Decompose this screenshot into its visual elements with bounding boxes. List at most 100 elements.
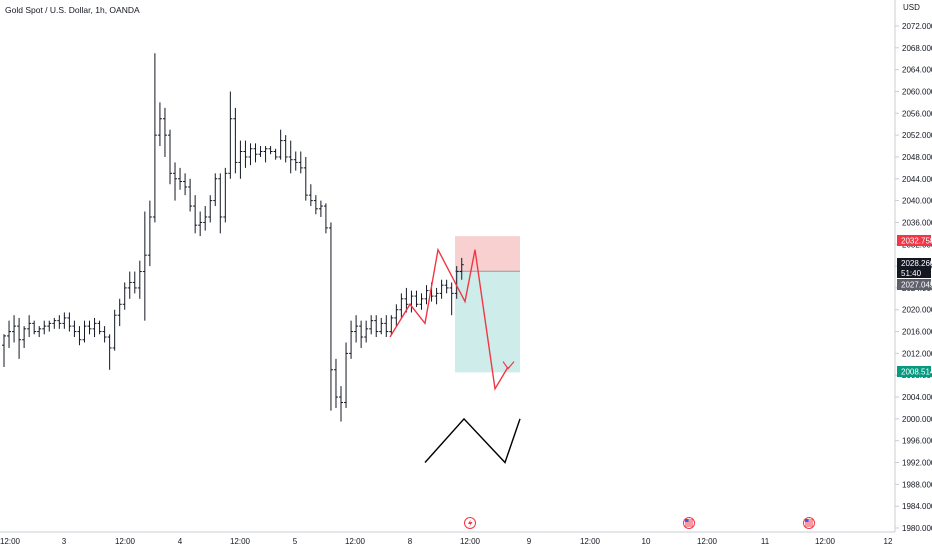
candle-bar[interactable] bbox=[243, 140, 248, 168]
us-flag-event-icon[interactable] bbox=[803, 517, 815, 529]
candle-bar[interactable] bbox=[173, 162, 178, 201]
candle-bar[interactable] bbox=[283, 135, 288, 163]
candle-bar[interactable] bbox=[117, 298, 122, 327]
candle-bar[interactable] bbox=[404, 287, 409, 313]
candle-bar[interactable] bbox=[414, 290, 419, 308]
candle-bar[interactable] bbox=[258, 146, 263, 157]
candle-bar[interactable] bbox=[47, 320, 52, 332]
candle-bar[interactable] bbox=[218, 173, 223, 234]
candle-bar[interactable] bbox=[82, 320, 87, 343]
candle-bar[interactable] bbox=[328, 222, 333, 411]
candle-bar[interactable] bbox=[188, 178, 193, 212]
candle-bar[interactable] bbox=[178, 167, 183, 190]
candle-bar[interactable] bbox=[228, 91, 233, 179]
candle-bar[interactable] bbox=[233, 107, 238, 174]
candle-bar[interactable] bbox=[434, 287, 439, 305]
candle-bar[interactable] bbox=[454, 266, 459, 299]
position-zones[interactable] bbox=[455, 236, 520, 373]
candle-bar[interactable] bbox=[147, 200, 152, 267]
candle-bar[interactable] bbox=[22, 326, 27, 348]
candle-bar[interactable] bbox=[449, 282, 454, 316]
candle-bar[interactable] bbox=[132, 271, 137, 294]
candle-bar[interactable] bbox=[213, 173, 218, 207]
candle-bar[interactable] bbox=[273, 148, 278, 160]
candle-bar[interactable] bbox=[253, 143, 258, 163]
candle-bar[interactable] bbox=[268, 146, 273, 155]
candle-bar[interactable] bbox=[37, 326, 42, 338]
candle-bar[interactable] bbox=[203, 206, 208, 231]
candle-bar[interactable] bbox=[167, 129, 172, 185]
candle-bar[interactable] bbox=[32, 320, 37, 335]
candle-bar[interactable] bbox=[152, 53, 157, 223]
candle-bar[interactable] bbox=[354, 315, 359, 343]
candle-bar[interactable] bbox=[344, 342, 349, 408]
candle-bar[interactable] bbox=[142, 211, 147, 321]
candle-bar[interactable] bbox=[349, 320, 354, 359]
candle-bar[interactable] bbox=[87, 320, 92, 335]
candle-bar[interactable] bbox=[183, 173, 188, 196]
candle-bar[interactable] bbox=[12, 315, 17, 343]
candle-bar[interactable] bbox=[364, 320, 369, 343]
candle-bar[interactable] bbox=[42, 320, 47, 335]
candle-bar[interactable] bbox=[379, 317, 384, 335]
candle-bar[interactable] bbox=[339, 386, 344, 422]
candle-bar[interactable] bbox=[278, 129, 283, 160]
candle-bar[interactable] bbox=[459, 257, 464, 280]
candle-bar[interactable] bbox=[293, 151, 298, 171]
candle-bar[interactable] bbox=[323, 203, 328, 234]
candle-bar[interactable] bbox=[389, 315, 394, 335]
candle-bar[interactable] bbox=[399, 293, 404, 318]
candle-bar[interactable] bbox=[27, 315, 32, 338]
lightning-event-icon[interactable] bbox=[464, 517, 476, 529]
candle-bar[interactable] bbox=[97, 320, 102, 335]
candle-bar[interactable] bbox=[62, 312, 67, 329]
candle-bar[interactable] bbox=[223, 167, 228, 223]
time-axis[interactable]: 12:00 3 12:00 4 12:00 5 12:00 8 12:00 9 12:00 10 12:… bbox=[0, 537, 893, 546]
candle-bar[interactable] bbox=[122, 282, 127, 310]
candle-bar[interactable] bbox=[308, 184, 313, 207]
candle-bar[interactable] bbox=[67, 312, 72, 332]
candle-bar[interactable] bbox=[298, 151, 303, 174]
candle-bar[interactable] bbox=[333, 358, 338, 408]
projected-path-red[interactable] bbox=[389, 247, 509, 391]
candle-bar[interactable] bbox=[313, 195, 318, 215]
candle-bar[interactable] bbox=[248, 143, 253, 166]
stop-loss-zone[interactable] bbox=[455, 236, 520, 272]
candle-bar[interactable] bbox=[57, 315, 62, 329]
candle-bar[interactable] bbox=[384, 315, 389, 338]
candle-bar[interactable] bbox=[102, 326, 107, 343]
candle-bar[interactable] bbox=[137, 260, 142, 299]
candle-bar[interactable] bbox=[2, 334, 6, 368]
candle-bar[interactable] bbox=[444, 279, 449, 294]
candle-bar[interactable] bbox=[208, 195, 213, 223]
candle-bar[interactable] bbox=[127, 271, 132, 299]
candle-bar[interactable] bbox=[92, 317, 97, 338]
candle-bar[interactable] bbox=[439, 279, 444, 299]
candle-bar[interactable] bbox=[7, 320, 12, 348]
candle-bar[interactable] bbox=[263, 146, 268, 163]
candle-bar[interactable] bbox=[198, 211, 203, 237]
candle-bar[interactable] bbox=[52, 317, 57, 329]
candle-bar[interactable] bbox=[303, 156, 308, 201]
candle-bar[interactable] bbox=[162, 107, 167, 157]
candle-bar[interactable] bbox=[394, 304, 399, 327]
take-profit-zone[interactable] bbox=[455, 271, 520, 373]
zigzag-path-black[interactable] bbox=[424, 417, 521, 464]
candle-bar[interactable] bbox=[72, 320, 77, 338]
candle-bar[interactable] bbox=[238, 140, 243, 179]
candle-bar[interactable] bbox=[77, 326, 82, 346]
candle-bar[interactable] bbox=[157, 102, 162, 147]
candle-bar[interactable] bbox=[107, 334, 112, 370]
us-flag-event-icon[interactable] bbox=[683, 517, 695, 529]
candle-bar[interactable] bbox=[17, 317, 22, 359]
candles[interactable] bbox=[2, 53, 464, 422]
candle-bar[interactable] bbox=[193, 195, 198, 234]
candle-bar[interactable] bbox=[419, 293, 424, 310]
candle-bar[interactable] bbox=[112, 309, 117, 351]
candle-bar[interactable] bbox=[318, 200, 323, 217]
candle-bar[interactable] bbox=[424, 285, 429, 305]
candle-bar[interactable] bbox=[374, 315, 379, 338]
candle-bar[interactable] bbox=[288, 140, 293, 174]
